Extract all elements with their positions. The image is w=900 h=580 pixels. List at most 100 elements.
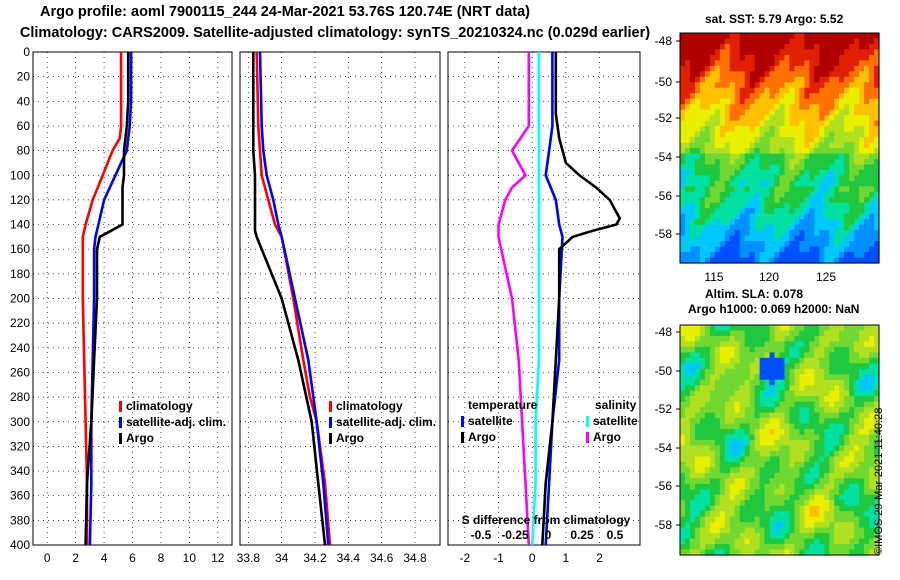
map-cell — [759, 368, 766, 375]
map-cell — [824, 153, 830, 160]
map-cell — [729, 60, 736, 67]
map-cell — [724, 241, 731, 248]
map-cell — [849, 153, 855, 160]
map-cell — [779, 412, 786, 419]
map-cell — [709, 461, 716, 468]
diff-temp-legend-swatch — [461, 432, 464, 443]
map-cell — [874, 483, 880, 490]
map-cell — [799, 456, 805, 463]
map-cell — [864, 241, 870, 248]
map-cell — [684, 257, 691, 264]
map-cell — [714, 87, 721, 94]
map-cell — [869, 82, 875, 89]
map-cell — [684, 158, 691, 166]
map-cell — [864, 412, 870, 419]
map-cell — [829, 38, 835, 45]
map-cell — [819, 357, 825, 364]
map-cell — [684, 538, 691, 545]
map-cell — [859, 65, 865, 72]
map-cell — [734, 461, 741, 468]
map-cell — [804, 252, 810, 259]
map-cell — [689, 412, 696, 419]
map-cell — [704, 533, 711, 540]
map-cell — [869, 423, 875, 430]
map-cell — [680, 423, 686, 430]
map-cell — [869, 120, 875, 127]
map-cell — [779, 440, 786, 447]
map-cell — [839, 483, 845, 490]
map-cell — [719, 131, 726, 138]
map-cell — [709, 440, 716, 447]
map-cell — [824, 65, 830, 72]
map-cell — [819, 429, 825, 436]
map-cell — [754, 54, 761, 61]
map-cell — [714, 158, 721, 166]
map-cell — [709, 38, 716, 45]
map-cell — [754, 533, 761, 540]
map-cell — [794, 434, 800, 441]
map-cell — [844, 412, 850, 419]
map-cell — [874, 33, 880, 40]
map-cell — [779, 390, 786, 397]
map-cell — [769, 98, 776, 105]
map-cell — [874, 98, 880, 105]
map-cell — [704, 412, 711, 419]
map-cell — [779, 191, 786, 198]
map-frame — [679, 32, 880, 264]
map-cell — [739, 252, 746, 259]
map-cell — [839, 33, 845, 40]
map-cell — [764, 385, 771, 392]
map-cell — [799, 516, 805, 523]
map-cell — [704, 109, 711, 116]
map-cell — [704, 148, 711, 155]
map-cell — [829, 148, 835, 155]
map-cell — [744, 98, 751, 105]
map-cell — [794, 65, 800, 72]
map-cell — [804, 93, 810, 100]
map-cell — [869, 396, 875, 403]
map-cell — [819, 527, 825, 534]
map-cell — [734, 252, 741, 259]
map-cell — [759, 483, 766, 490]
map-cell — [824, 87, 830, 94]
map-cell — [680, 98, 686, 105]
map-cell — [699, 363, 706, 370]
map-cell — [804, 115, 810, 122]
map-cell — [724, 49, 731, 56]
map-cell — [764, 169, 771, 176]
map-cell — [784, 511, 791, 518]
map-cell — [714, 357, 721, 364]
map-cell — [684, 93, 691, 100]
map-cell — [839, 374, 845, 381]
map-cell — [754, 180, 761, 187]
map-cell — [859, 374, 865, 381]
map-cell — [874, 538, 880, 545]
map-cell — [719, 483, 726, 490]
map-cell — [684, 357, 691, 364]
map-cell — [694, 445, 701, 452]
map-cell — [774, 137, 781, 144]
map-cell — [684, 483, 691, 490]
map-cell — [699, 401, 706, 408]
map-cell — [689, 93, 696, 100]
map-cell — [794, 38, 800, 45]
map-cell — [699, 213, 706, 220]
map-cell — [799, 98, 805, 105]
map-cell — [809, 527, 815, 534]
map-cell — [784, 544, 791, 551]
map-cell — [699, 71, 706, 78]
map-cell — [734, 335, 741, 343]
map-cell — [784, 246, 791, 253]
map-cell — [809, 241, 815, 248]
map-cell — [729, 98, 736, 105]
map-cell — [719, 363, 726, 370]
map-cell — [839, 500, 845, 507]
map-cell — [754, 434, 761, 441]
map-cell — [844, 49, 850, 56]
map-cell — [739, 76, 746, 83]
map-cell — [779, 434, 786, 441]
map-cell — [814, 65, 820, 72]
map-cell — [814, 175, 820, 182]
map-cell — [779, 137, 786, 144]
map-cell — [824, 180, 830, 187]
